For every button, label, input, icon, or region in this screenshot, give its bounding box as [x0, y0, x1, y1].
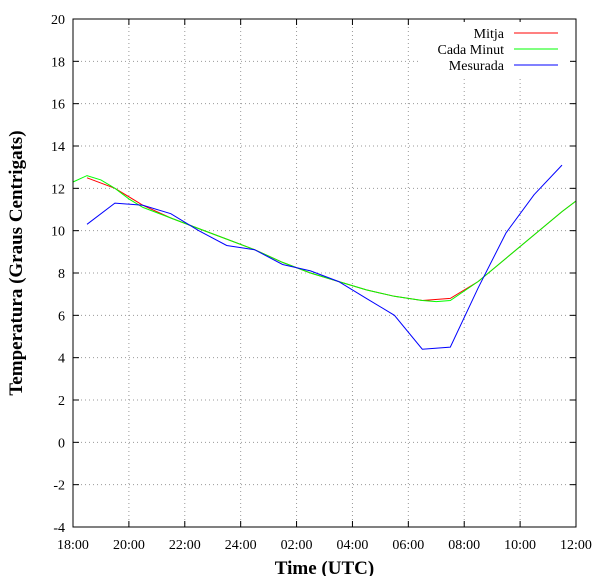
legend-label: Mesurada	[449, 59, 505, 74]
x-tick-label: 10:00	[504, 538, 536, 553]
y-tick-label: 18	[51, 55, 65, 70]
axis-ticks: -4 -2 0 2 4 6 8 10 12 14 16 18 20 18:00 20:00 22:00 24:0…	[51, 13, 592, 553]
y-tick-label: 6	[58, 309, 65, 324]
x-tick-label: 12:00	[560, 538, 592, 553]
y-tick-label: 4	[58, 352, 65, 367]
y-tick-label: 2	[58, 394, 65, 409]
y-tick-label: 14	[51, 140, 65, 155]
y-tick-label: -2	[53, 479, 65, 494]
x-tick-label: 20:00	[113, 538, 145, 553]
x-tick-label: 04:00	[336, 538, 368, 553]
x-axis-label: Time (UTC)	[275, 558, 374, 576]
grid	[73, 19, 576, 527]
x-tick-label: 18:00	[57, 538, 89, 553]
legend-label: Mitja	[474, 27, 505, 42]
series-line-mesurada	[86, 164, 563, 350]
y-tick-label: 10	[51, 225, 65, 240]
x-tick-label: 08:00	[448, 538, 480, 553]
y-tick-label: -4	[53, 521, 65, 536]
y-tick-label: 12	[51, 182, 65, 197]
x-tick-label: 06:00	[392, 538, 424, 553]
y-tick-label: 16	[51, 98, 65, 113]
y-tick-label: 8	[58, 267, 65, 282]
legend-background	[420, 22, 570, 78]
y-axis-label: Temperatura (Graus Centrigats)	[6, 130, 27, 395]
y-tick-label: 20	[51, 13, 65, 28]
x-tick-label: 24:00	[225, 538, 257, 553]
x-tick-label: 02:00	[281, 538, 313, 553]
series-layer	[72, 164, 577, 350]
y-tick-label: 0	[58, 436, 65, 451]
x-tick-label: 22:00	[169, 538, 201, 553]
series-line-cada-minut	[72, 175, 577, 303]
legend-label: Cada Minut	[438, 43, 505, 58]
